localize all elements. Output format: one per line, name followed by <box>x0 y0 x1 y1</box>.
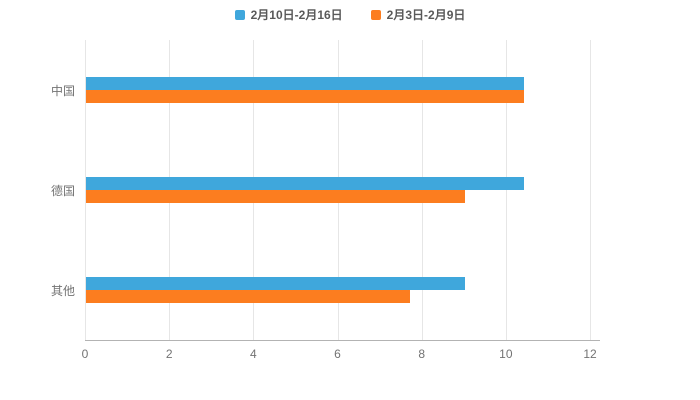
legend: 2月10日-2月16日 2月3日-2月9日 <box>0 6 700 23</box>
legend-item[interactable]: 2月10日-2月16日 <box>234 6 343 23</box>
x-axis-tick-label: 10 <box>499 347 513 361</box>
x-axis-tick-label: 8 <box>418 347 425 361</box>
x-axis-line <box>85 340 600 341</box>
gridline <box>505 40 507 340</box>
x-axis-tick-label: 12 <box>583 347 597 361</box>
y-axis-category-label: 中国 <box>50 84 75 98</box>
legend-label: 2月3日-2月9日 <box>386 8 466 22</box>
x-axis-tick-label: 6 <box>334 347 341 361</box>
legend-item[interactable]: 2月3日-2月9日 <box>370 6 466 23</box>
gridline <box>85 40 86 340</box>
bar-2月3日-2月9日-其他 <box>86 290 411 303</box>
x-axis-tick-label: 2 <box>165 347 173 361</box>
gridline <box>590 40 591 340</box>
bar-2月3日-2月9日-中国 <box>86 90 524 103</box>
y-axis-category-label: 其他 <box>50 284 75 298</box>
bar-2月10日-2月16日-中国 <box>86 77 524 90</box>
legend-marker-icon <box>370 9 381 20</box>
x-axis-tick-label: 4 <box>249 347 257 361</box>
y-axis-category-label: 德国 <box>50 184 75 198</box>
legend-label: 2月10日-2月16日 <box>250 8 343 22</box>
bar-2月10日-2月16日-德国 <box>86 177 524 190</box>
bar-2月3日-2月9日-德国 <box>86 190 465 203</box>
legend-marker-icon <box>234 9 245 20</box>
x-axis-tick-label: 0 <box>81 347 89 361</box>
bar-2月10日-2月16日-其他 <box>86 277 465 290</box>
